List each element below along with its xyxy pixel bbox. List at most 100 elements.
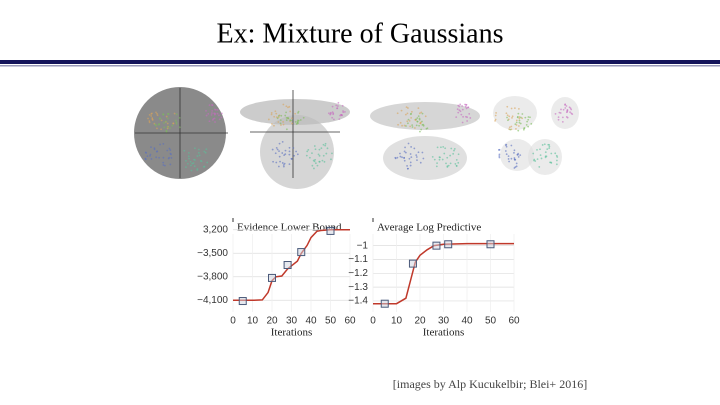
decor-dot — [331, 116, 334, 119]
decor-dot — [406, 167, 409, 170]
decor-dot — [534, 160, 537, 162]
decor-dot — [409, 113, 412, 116]
decor-dot — [509, 128, 512, 131]
marker — [326, 226, 335, 235]
marker — [432, 241, 441, 250]
decor-dot — [288, 150, 291, 153]
decor-dot — [401, 124, 403, 127]
decor-dot — [285, 119, 288, 122]
title-rule-thin — [0, 65, 720, 67]
decor-dot — [203, 150, 206, 153]
decor-dot — [464, 103, 466, 106]
decor-dot — [514, 158, 517, 161]
decor-dot — [511, 115, 514, 118]
decor-dot — [400, 109, 403, 112]
decor-dot — [526, 120, 529, 123]
decor-dot — [166, 117, 169, 120]
decor-dot — [548, 145, 551, 148]
decor-dot — [162, 161, 165, 164]
decor-dot — [519, 122, 522, 125]
decor-dot — [148, 113, 151, 116]
decor-dot — [150, 115, 153, 117]
decor-dot — [276, 117, 279, 120]
decor-dot — [158, 117, 161, 120]
decor-dot — [207, 112, 210, 115]
decor-dot — [557, 118, 560, 121]
decor-dot — [554, 152, 557, 155]
decor-dot — [454, 163, 457, 165]
decor-dot — [507, 158, 510, 160]
marker — [268, 273, 276, 282]
decor-dot — [318, 148, 321, 151]
decor-dot — [187, 155, 190, 158]
decor-dot — [401, 156, 403, 159]
decor-dot — [461, 108, 464, 111]
decor-dot — [550, 162, 553, 164]
decor-dot — [498, 155, 501, 157]
decor-dot — [196, 155, 199, 157]
decor-dot — [276, 148, 279, 151]
decor-dot — [169, 127, 171, 130]
decor-dot — [275, 161, 278, 164]
decor-dot — [213, 112, 216, 115]
decor-dot — [419, 130, 421, 133]
decor-dot — [494, 119, 496, 122]
decor-dot — [559, 112, 562, 114]
decor-dot — [208, 104, 211, 107]
decor-dot — [415, 154, 418, 157]
decor-dot — [517, 129, 520, 132]
decor-dot — [561, 120, 564, 123]
decor-dot — [216, 108, 219, 111]
decor-dot — [331, 105, 334, 108]
decor-dot — [419, 122, 422, 125]
decor-dot — [318, 160, 321, 163]
decor-dot — [505, 112, 508, 115]
decor-dot — [321, 159, 324, 162]
decor-dot — [514, 123, 517, 126]
decor-dot — [536, 158, 539, 160]
decor-dot — [156, 127, 158, 130]
decor-dot — [569, 111, 571, 114]
decor-dot — [165, 120, 167, 123]
decor-dot — [507, 119, 509, 122]
decor-dot — [457, 153, 460, 156]
decor-dot — [220, 112, 223, 115]
x-tick-label: 60 — [508, 316, 520, 327]
x-tick-label: 60 — [344, 316, 356, 327]
decor-dot — [281, 140, 284, 143]
decor-dot — [282, 121, 285, 123]
decor-dot — [288, 146, 291, 149]
decor-dot — [505, 144, 507, 147]
decor-dot — [313, 145, 316, 147]
decor-dot — [284, 149, 287, 152]
decor-dot — [544, 151, 547, 154]
decor-dot — [416, 159, 418, 162]
decor-dot — [213, 108, 216, 111]
decor-dot — [282, 164, 285, 166]
decor-dot — [466, 120, 469, 122]
decor-dot — [280, 124, 282, 126]
decor-dot — [158, 156, 161, 159]
decor-dot — [436, 146, 439, 149]
decor-dot — [525, 123, 528, 126]
decor-dot — [162, 113, 165, 116]
decor-dot — [159, 143, 161, 146]
decor-dot — [317, 153, 320, 156]
decor-dot — [498, 156, 501, 159]
decor-dot — [565, 111, 568, 114]
decor-dot — [158, 123, 161, 125]
decor-dot — [524, 116, 527, 119]
decor-dot — [174, 119, 177, 122]
decor-dot — [420, 128, 423, 131]
decor-dot — [425, 127, 428, 130]
decor-dot — [335, 104, 338, 107]
decor-dot — [527, 116, 530, 118]
decor-dot — [409, 161, 412, 164]
decor-dot — [282, 165, 285, 168]
decor-dot — [408, 119, 411, 122]
decor-dot — [449, 162, 452, 165]
decor-dot — [565, 105, 568, 107]
x-tick-label: 30 — [438, 316, 450, 327]
decor-dot — [311, 152, 313, 155]
